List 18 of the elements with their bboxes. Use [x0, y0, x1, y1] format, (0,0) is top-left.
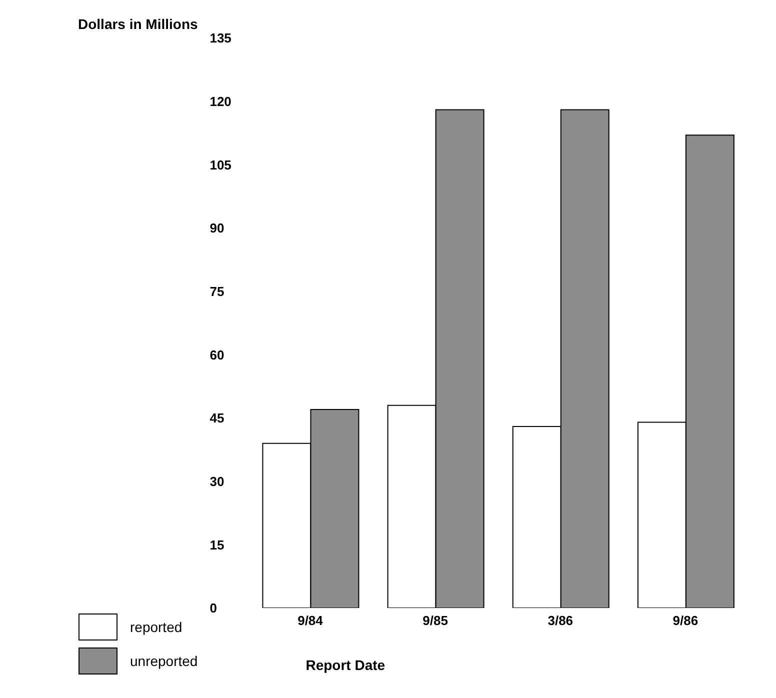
- y-tick-label: 75: [210, 284, 224, 299]
- x-tick-label: 9/86: [672, 613, 698, 628]
- y-tick-label: 105: [210, 157, 232, 172]
- y-tick-label: 45: [210, 410, 224, 426]
- y-tick-label: 135: [210, 30, 232, 46]
- y-tick-label: 60: [210, 347, 224, 362]
- x-tick-label: 9/85: [422, 613, 448, 628]
- y-tick-label: 0: [210, 600, 217, 616]
- x-tick-label: 9/84: [298, 613, 324, 628]
- x-tick-label: 3/86: [548, 613, 574, 628]
- legend-label: unreported: [130, 653, 198, 669]
- x-axis-title: Report Date: [306, 657, 386, 673]
- y-tick-label: 15: [210, 537, 224, 552]
- y-tick-label: 120: [210, 94, 232, 109]
- y-tick-label: 30: [210, 474, 224, 489]
- y-tick-label: 90: [210, 220, 224, 236]
- y-axis-title: Dollars in Millions: [78, 16, 198, 32]
- legend-label: reported: [130, 619, 182, 635]
